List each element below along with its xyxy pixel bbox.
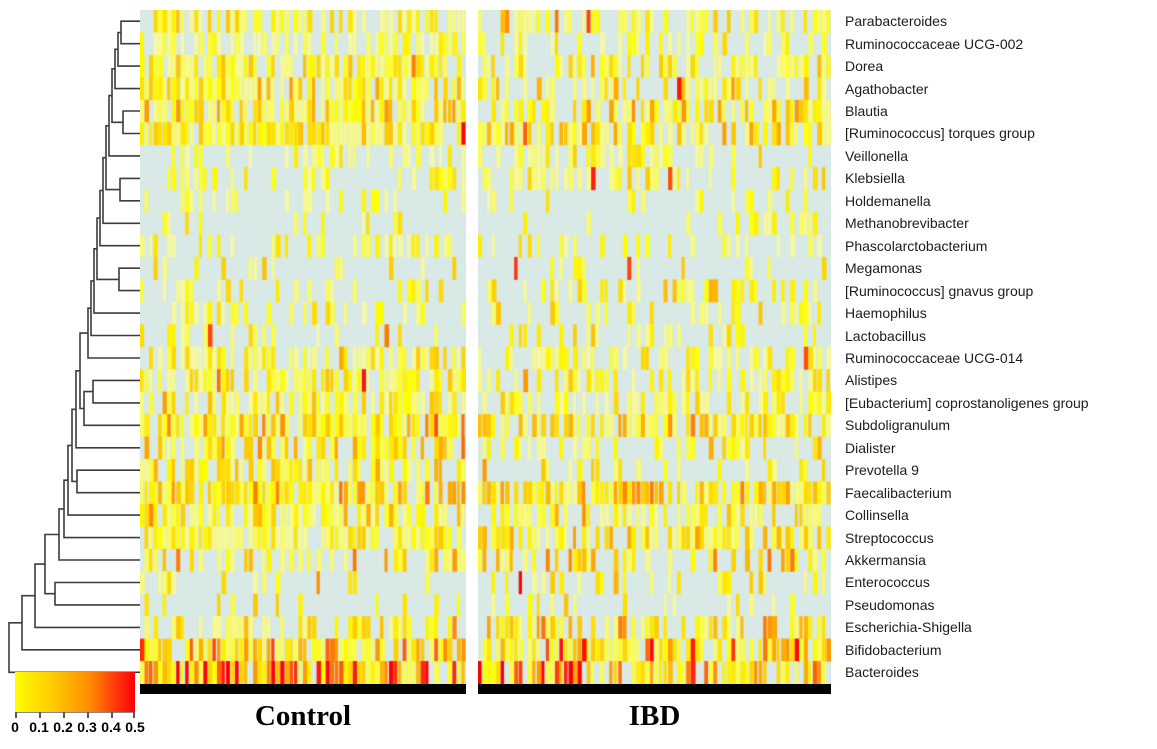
- row-label: Parabacteroides: [845, 13, 947, 30]
- row-label: [Ruminococcus] torques group: [845, 125, 1035, 142]
- colorbar-tick: [63, 712, 65, 718]
- group-bar-control: [140, 684, 466, 694]
- group-label-control: Control: [254, 700, 352, 732]
- row-label: [Ruminococcus] gnavus group: [845, 282, 1034, 299]
- heatmap-control-block: [140, 10, 466, 684]
- colorbar-tick-label: 0.3: [77, 719, 97, 735]
- row-label: Methanobrevibacter: [845, 215, 969, 232]
- colorbar-tick-label: 0: [11, 719, 19, 735]
- heatmap-ibd-block: [478, 10, 831, 684]
- colorbar-legend: 0 0.1 0.2 0.3 0.4 0.5: [11, 672, 145, 735]
- row-label: Ruminococcaceae UCG-002: [845, 35, 1024, 52]
- row-label: Lactobacillus: [845, 327, 926, 344]
- colorbar-tick-label: 0.5: [125, 719, 145, 735]
- colorbar-tick: [133, 712, 135, 718]
- colorbar-tick-label: 0.1: [29, 719, 49, 735]
- row-label: Subdoligranulum: [845, 417, 951, 434]
- row-label: [Eubacterium] coprostanoligenes group: [845, 394, 1089, 411]
- dendrogram: [8, 20, 140, 674]
- colorbar-gradient: [15, 672, 135, 713]
- row-label: Enterococcus: [845, 574, 930, 591]
- row-label: Bacteroides: [845, 664, 919, 681]
- row-label: Prevotella 9: [845, 462, 919, 479]
- row-label: Ruminococcaceae UCG-014: [845, 349, 1024, 366]
- colorbar-tick-label: 0.2: [53, 719, 73, 735]
- row-label: Megamonas: [845, 260, 923, 277]
- row-label: Alistipes: [845, 372, 898, 389]
- row-label: Bifidobacterium: [845, 641, 942, 658]
- group-label-ibd: IBD: [628, 700, 681, 732]
- row-label: Klebsiella: [845, 170, 905, 187]
- colorbar-tick: [111, 712, 113, 718]
- colorbar-tick-label: 0.4: [101, 719, 121, 735]
- row-label: Streptococcus: [845, 529, 934, 546]
- row-label: Faecalibacterium: [845, 484, 952, 501]
- row-label: Blautia: [845, 103, 888, 120]
- row-label: Agathobacter: [845, 80, 929, 97]
- colorbar-tick: [87, 712, 89, 718]
- row-label: Holdemanella: [845, 192, 931, 209]
- row-label: Dialister: [845, 439, 896, 456]
- row-label: Escherichia-Shigella: [845, 619, 972, 636]
- row-label: Collinsella: [845, 507, 909, 524]
- row-label: Phascolarctobacterium: [845, 237, 988, 254]
- row-label: Dorea: [845, 58, 884, 75]
- row-label: Akkermansia: [845, 552, 926, 569]
- colorbar-tick: [39, 712, 41, 718]
- group-bar-ibd: [478, 684, 831, 694]
- row-label: Pseudomonas: [845, 596, 935, 613]
- row-label: Haemophilus: [845, 305, 927, 322]
- colorbar-tick: [15, 712, 17, 718]
- row-label: Veillonella: [845, 147, 909, 164]
